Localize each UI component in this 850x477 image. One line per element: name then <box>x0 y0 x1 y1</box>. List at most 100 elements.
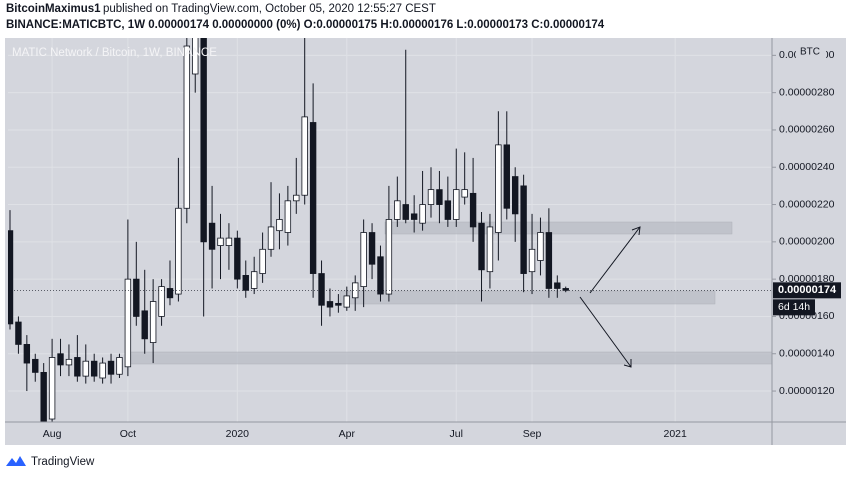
candle-body <box>495 144 502 233</box>
footer-logo: TradingView <box>6 456 95 468</box>
candle-body <box>394 200 401 220</box>
candle-body <box>158 286 165 317</box>
candle-body <box>486 226 494 273</box>
last-price: 0.00000174 <box>778 284 837 296</box>
candle-body <box>352 282 359 299</box>
chart-title: MATIC Network / Bitcoin, 1W, BINANCE <box>12 47 217 59</box>
candle-body <box>124 278 132 368</box>
candle-body <box>57 353 64 366</box>
candle-body <box>545 232 553 289</box>
candle-body <box>512 176 519 215</box>
candle-body <box>276 219 283 232</box>
lower-zone <box>129 351 772 365</box>
candle-body <box>141 310 148 340</box>
y-tick-label: 0.00000220 <box>779 198 835 210</box>
arrows <box>579 226 641 368</box>
candle-body <box>217 237 224 246</box>
candle-body <box>192 38 199 75</box>
candle-body <box>528 248 536 273</box>
candle-body <box>427 189 435 205</box>
countdown: 6d 14h <box>778 301 810 313</box>
candle-body <box>293 194 300 202</box>
y-tick-label: 0.00000260 <box>779 124 835 136</box>
candle-body <box>175 207 182 295</box>
candles <box>8 38 569 422</box>
y-tick-label: 0.00000240 <box>779 161 835 173</box>
arrow-up <box>589 226 641 294</box>
last-price-box <box>773 282 841 299</box>
candle-body <box>23 344 31 364</box>
candle-body <box>554 282 561 289</box>
arrow-head <box>631 226 641 236</box>
candle-body <box>225 237 233 246</box>
candle-body <box>301 116 308 196</box>
candle-body <box>242 275 249 291</box>
candle-body <box>267 226 275 250</box>
y-tick-label: 0.00000280 <box>779 86 835 98</box>
candle-body <box>116 357 123 375</box>
candle-body <box>74 357 81 377</box>
x-tick-label: Jul <box>450 428 463 440</box>
candle-body <box>377 256 384 295</box>
published: published on TradingView.com, October 05… <box>103 3 436 15</box>
x-tick-label: Sep <box>523 428 542 440</box>
candle-body <box>32 358 39 373</box>
y-tick-label: 0.00000180 <box>779 273 835 285</box>
candle-body <box>419 204 426 224</box>
candle-body <box>402 204 409 220</box>
candle-body <box>444 200 452 220</box>
candle-body <box>208 222 216 250</box>
candle-body <box>326 301 334 308</box>
candle-body <box>360 232 367 288</box>
candle-body <box>166 288 174 299</box>
candle-body <box>133 278 140 317</box>
y-tick-label: 0.00000200 <box>779 236 835 248</box>
candle-body <box>15 321 22 345</box>
candle-body <box>309 122 317 274</box>
candle-body <box>48 357 56 420</box>
x-tick-label: 2021 <box>664 428 688 440</box>
candle-body <box>343 295 350 308</box>
zones <box>129 221 772 365</box>
candle-body <box>318 273 325 306</box>
candle-body <box>368 232 376 265</box>
candle-body <box>478 222 485 271</box>
arrow-head <box>623 359 632 368</box>
x-tick-label: Aug <box>43 428 62 440</box>
candle-body <box>8 230 14 325</box>
candle-body <box>200 38 207 243</box>
candle-body <box>335 302 342 306</box>
candle-body <box>520 185 527 274</box>
candle-body <box>40 371 47 422</box>
candle-body <box>562 288 569 291</box>
candle-body <box>503 144 510 209</box>
candle-body <box>453 189 460 220</box>
brand: TradingView <box>31 456 95 468</box>
candle-body <box>250 271 258 289</box>
author: BitcoinMaximus1 <box>6 3 101 15</box>
currency: BTC <box>800 47 820 58</box>
logo-icon <box>6 456 26 466</box>
support-zone <box>339 290 716 305</box>
currency-box <box>796 44 826 60</box>
y-tick-label: 0.00000120 <box>779 385 835 397</box>
candle-body <box>284 200 292 233</box>
x-tick-label: 2020 <box>226 428 250 440</box>
candle-body <box>259 248 266 274</box>
candle-body <box>183 45 191 209</box>
resistance-zone <box>384 221 733 235</box>
price-label: 0.00000174 6d 14h <box>8 282 841 316</box>
candle-body <box>82 360 89 377</box>
candle-body <box>461 189 468 198</box>
candle-body <box>91 360 98 377</box>
countdown-box <box>773 299 815 316</box>
candle-body <box>99 362 106 379</box>
x-tick-label: Oct <box>120 428 136 440</box>
candle-body <box>469 192 477 228</box>
candle-body <box>149 301 157 343</box>
candle-body <box>436 189 443 205</box>
candle-body <box>107 360 115 375</box>
candle-body <box>537 232 544 261</box>
y-tick-label: 0.00000140 <box>779 348 835 360</box>
